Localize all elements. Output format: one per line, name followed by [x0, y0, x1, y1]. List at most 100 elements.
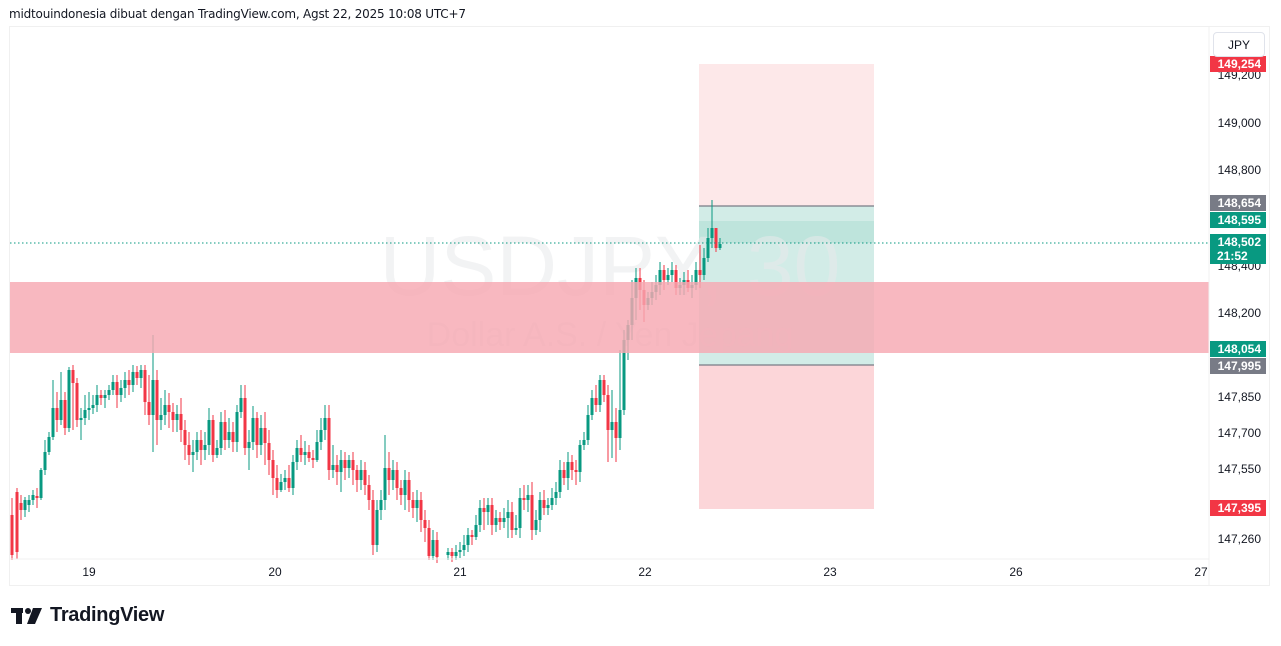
candle — [446, 548, 450, 560]
currency-button[interactable]: JPY — [1213, 32, 1265, 57]
stop-zone-top — [699, 64, 874, 206]
candle — [35, 488, 39, 508]
candle — [363, 462, 367, 495]
candle — [267, 430, 271, 475]
candle — [91, 395, 95, 414]
candle — [283, 470, 287, 490]
candle — [103, 390, 107, 408]
price-tick-label: 148,200 — [1218, 306, 1262, 320]
candle — [714, 228, 718, 252]
candle — [407, 472, 411, 512]
candle — [494, 510, 498, 532]
candle — [271, 450, 275, 495]
profit-target-band — [699, 221, 874, 243]
candle — [698, 245, 702, 288]
candle — [119, 380, 123, 402]
supply-zone[interactable] — [10, 282, 1209, 353]
time-tick-label: 26 — [1009, 565, 1023, 579]
candle — [710, 200, 714, 248]
time-tick-label: 22 — [638, 565, 652, 579]
candle — [139, 365, 143, 388]
candle — [590, 390, 594, 420]
candle — [542, 490, 546, 515]
candle — [578, 440, 582, 482]
price-axis[interactable]: 149,200149,000148,800148,400148,200147,8… — [1218, 68, 1262, 546]
candle — [115, 375, 119, 408]
candle — [586, 405, 590, 445]
candle — [123, 372, 127, 398]
price-badge-zone-bottom: 148,054 — [1210, 341, 1266, 357]
candle — [534, 510, 538, 535]
candle — [498, 512, 502, 530]
candle — [191, 440, 195, 472]
candle — [159, 398, 163, 430]
candle — [427, 520, 431, 560]
price-tick-label: 147,700 — [1218, 426, 1262, 440]
time-tick-label: 21 — [453, 565, 467, 579]
candle — [203, 432, 207, 460]
candle — [243, 385, 247, 455]
candle — [107, 385, 111, 400]
svg-text:147,395: 147,395 — [1218, 501, 1262, 515]
candle — [379, 490, 383, 520]
candle — [343, 452, 347, 480]
candle — [259, 415, 263, 455]
candle — [311, 450, 315, 468]
candle — [339, 450, 343, 492]
candle — [247, 430, 251, 470]
candle — [51, 380, 55, 440]
candle — [131, 365, 135, 392]
candle — [618, 350, 622, 450]
candle — [303, 441, 307, 465]
candle — [602, 375, 606, 402]
price-badge-entry-high: 148,654 — [1210, 195, 1266, 211]
candle — [255, 412, 259, 458]
candle — [71, 365, 75, 430]
candle — [87, 392, 91, 420]
candle — [335, 455, 339, 485]
candle — [47, 432, 51, 455]
candle — [706, 228, 710, 262]
time-tick-label: 27 — [1194, 565, 1208, 579]
candle — [510, 502, 514, 538]
time-tick-label: 23 — [823, 565, 837, 579]
candle — [351, 452, 355, 485]
candle — [403, 470, 407, 510]
candle — [219, 412, 223, 455]
candle — [355, 465, 359, 492]
candle — [227, 418, 231, 448]
candle — [127, 370, 131, 395]
candle — [562, 462, 566, 485]
price-tick-label: 147,850 — [1218, 390, 1262, 404]
candle — [566, 452, 570, 490]
candle — [10, 498, 14, 560]
candle — [95, 385, 99, 412]
time-axis[interactable]: 19 20 21 22 23 26 27 — [82, 565, 1208, 579]
candle — [163, 390, 167, 425]
candle — [490, 498, 494, 535]
candle — [610, 390, 614, 458]
candles — [10, 200, 722, 563]
candle — [15, 488, 19, 559]
tradingview-logo[interactable]: TradingView — [11, 604, 164, 627]
candle — [23, 497, 27, 517]
candle — [454, 545, 458, 560]
candle — [223, 410, 227, 450]
candle — [295, 440, 299, 470]
candle — [554, 482, 558, 505]
candle — [151, 335, 155, 452]
candle — [522, 485, 526, 510]
candle — [147, 375, 151, 425]
price-tick-label: 148,800 — [1218, 163, 1262, 177]
price-tick-label: 147,550 — [1218, 462, 1262, 476]
candle — [307, 445, 311, 462]
candle — [135, 366, 139, 385]
candle — [606, 385, 610, 462]
candle — [470, 530, 474, 545]
price-badge-stop-top: 149,254 — [1210, 56, 1266, 72]
svg-text:148,654: 148,654 — [1218, 196, 1262, 210]
candle — [183, 420, 187, 460]
price-badge-target: 148,595 — [1210, 212, 1266, 228]
